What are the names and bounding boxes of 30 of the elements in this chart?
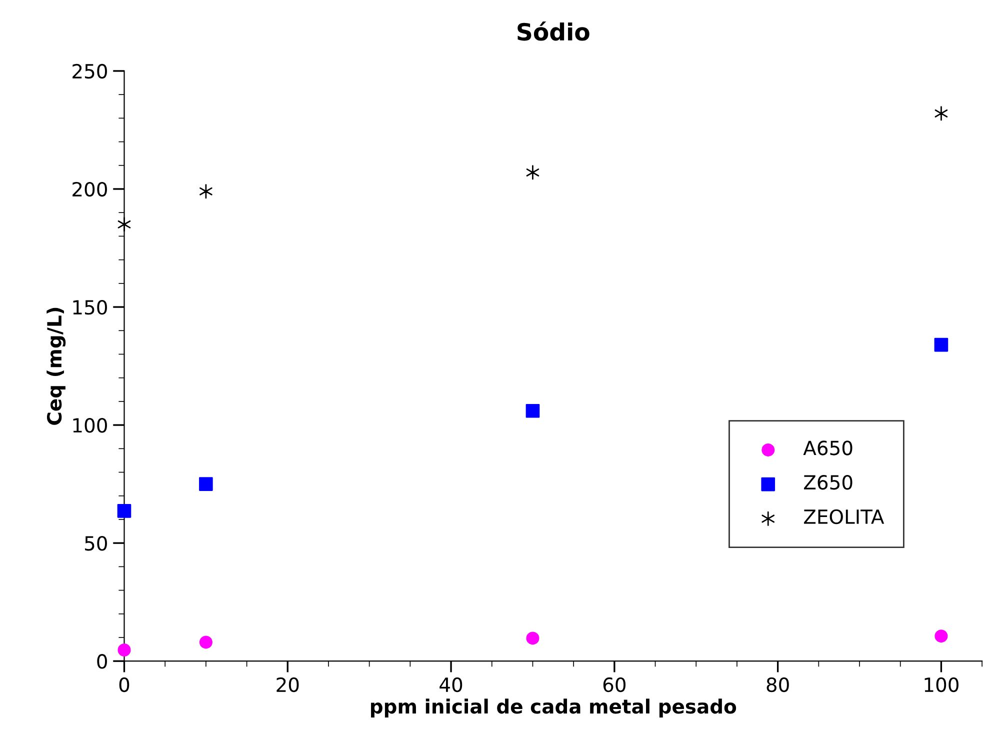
legend-label: A650 [803, 440, 852, 456]
y-axis-title: Ceq (mg/L) [46, 308, 66, 425]
legend-label: Z650 [804, 474, 852, 490]
point [118, 643, 131, 657]
x-tick-label: 80 [766, 677, 789, 692]
y-tick-label: 50 [85, 536, 107, 551]
point [526, 404, 540, 418]
y-tick-label: 250 [72, 64, 107, 79]
point [118, 217, 131, 232]
point [934, 338, 948, 352]
point [934, 106, 948, 121]
point [526, 165, 540, 180]
y-tick-label: 100 [73, 418, 107, 433]
point [199, 477, 213, 491]
x-tick-label: 0 [119, 677, 130, 692]
point [934, 630, 948, 643]
chart-title: Sódio [518, 22, 590, 41]
y-tick-label: 150 [73, 300, 107, 315]
point [526, 632, 540, 645]
point [200, 184, 212, 199]
x-tick-label: 100 [924, 677, 958, 692]
x-tick-label: 60 [603, 677, 626, 692]
x-tick-label: 20 [276, 677, 299, 692]
y-tick-label: 200 [72, 182, 107, 197]
x-axis-title: ppm inicial de cada metal pesado [371, 698, 736, 718]
point [117, 504, 132, 518]
point [199, 636, 212, 649]
y-tick-label: 0 [97, 654, 107, 669]
x-tick-label: 40 [440, 677, 462, 692]
legend-label: ZEOLITA [804, 509, 884, 524]
